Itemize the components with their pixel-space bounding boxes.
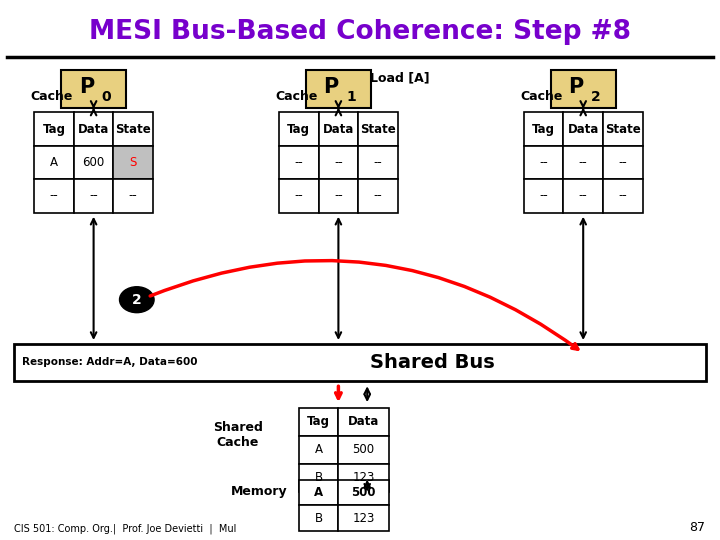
FancyBboxPatch shape — [299, 480, 338, 505]
Text: --: -- — [579, 156, 588, 169]
FancyBboxPatch shape — [279, 179, 318, 213]
Text: --: -- — [129, 190, 138, 202]
Text: 500: 500 — [353, 443, 374, 456]
FancyBboxPatch shape — [338, 480, 389, 505]
FancyBboxPatch shape — [279, 112, 318, 146]
Text: B: B — [315, 512, 323, 525]
FancyBboxPatch shape — [114, 146, 153, 179]
FancyBboxPatch shape — [306, 70, 371, 108]
Text: A: A — [50, 156, 58, 169]
Text: Data: Data — [78, 123, 109, 136]
Text: Shared Bus: Shared Bus — [369, 353, 495, 372]
Text: Load [A]: Load [A] — [370, 72, 429, 85]
Text: Response: Addr=A, Data=600: Response: Addr=A, Data=600 — [22, 357, 197, 367]
FancyBboxPatch shape — [74, 179, 114, 213]
Text: State: State — [115, 123, 151, 136]
Text: Cache: Cache — [30, 90, 73, 103]
Circle shape — [120, 287, 154, 313]
Text: Shared
Cache: Shared Cache — [212, 421, 263, 449]
Text: 600: 600 — [83, 156, 104, 169]
FancyBboxPatch shape — [524, 146, 564, 179]
FancyBboxPatch shape — [299, 408, 338, 436]
FancyBboxPatch shape — [338, 436, 389, 464]
Text: --: -- — [89, 190, 98, 202]
FancyBboxPatch shape — [338, 505, 389, 531]
Text: Cache: Cache — [521, 90, 562, 103]
Text: A: A — [315, 443, 323, 456]
FancyBboxPatch shape — [564, 146, 603, 179]
Text: CIS 501: Comp. Org.|  Prof. Joe Devietti  |  Mul: CIS 501: Comp. Org.| Prof. Joe Devietti … — [14, 523, 237, 534]
FancyBboxPatch shape — [299, 436, 338, 464]
FancyBboxPatch shape — [14, 344, 706, 381]
FancyBboxPatch shape — [35, 146, 74, 179]
Text: State: State — [605, 123, 641, 136]
FancyBboxPatch shape — [299, 505, 338, 531]
FancyBboxPatch shape — [603, 179, 643, 213]
FancyBboxPatch shape — [279, 146, 318, 179]
Text: B: B — [315, 471, 323, 484]
Text: --: -- — [294, 190, 303, 202]
Text: Cache: Cache — [275, 90, 318, 103]
Text: Data: Data — [323, 123, 354, 136]
Text: MESI Bus-Based Coherence: Step #8: MESI Bus-Based Coherence: Step #8 — [89, 19, 631, 45]
FancyBboxPatch shape — [74, 112, 114, 146]
FancyBboxPatch shape — [603, 112, 643, 146]
FancyBboxPatch shape — [114, 112, 153, 146]
FancyBboxPatch shape — [114, 179, 153, 213]
Text: P: P — [78, 77, 94, 98]
Text: --: -- — [539, 156, 548, 169]
FancyBboxPatch shape — [338, 408, 389, 436]
FancyBboxPatch shape — [358, 112, 397, 146]
FancyBboxPatch shape — [318, 179, 358, 213]
FancyBboxPatch shape — [564, 112, 603, 146]
Text: --: -- — [374, 156, 382, 169]
Text: 2: 2 — [591, 90, 601, 104]
FancyBboxPatch shape — [358, 146, 397, 179]
Text: --: -- — [334, 190, 343, 202]
FancyBboxPatch shape — [524, 179, 564, 213]
Text: --: -- — [374, 190, 382, 202]
FancyBboxPatch shape — [358, 179, 397, 213]
Text: Data: Data — [348, 415, 379, 428]
Text: --: -- — [334, 156, 343, 169]
FancyBboxPatch shape — [61, 70, 126, 108]
Text: State: State — [360, 123, 396, 136]
Text: Tag: Tag — [287, 123, 310, 136]
Text: --: -- — [294, 156, 303, 169]
Text: A: A — [314, 486, 323, 499]
FancyBboxPatch shape — [564, 179, 603, 213]
FancyBboxPatch shape — [551, 70, 616, 108]
FancyBboxPatch shape — [318, 112, 358, 146]
FancyBboxPatch shape — [35, 179, 74, 213]
Text: 0: 0 — [102, 90, 112, 104]
Text: 87: 87 — [690, 521, 706, 534]
Text: 500: 500 — [351, 486, 376, 499]
Text: --: -- — [618, 190, 627, 202]
FancyBboxPatch shape — [603, 146, 643, 179]
Text: 123: 123 — [352, 471, 375, 484]
FancyBboxPatch shape — [524, 112, 564, 146]
FancyBboxPatch shape — [74, 146, 114, 179]
Text: P: P — [568, 77, 584, 98]
Text: Memory: Memory — [231, 485, 287, 498]
Text: S: S — [130, 156, 137, 169]
Text: 123: 123 — [352, 512, 375, 525]
Text: --: -- — [539, 190, 548, 202]
FancyBboxPatch shape — [35, 112, 74, 146]
Text: --: -- — [50, 190, 58, 202]
Text: Tag: Tag — [532, 123, 555, 136]
Text: --: -- — [579, 190, 588, 202]
Text: Tag: Tag — [42, 123, 66, 136]
FancyBboxPatch shape — [299, 464, 338, 492]
FancyBboxPatch shape — [338, 464, 389, 492]
Text: Data: Data — [567, 123, 599, 136]
FancyBboxPatch shape — [318, 146, 358, 179]
Text: --: -- — [618, 156, 627, 169]
Text: 1: 1 — [346, 90, 356, 104]
Text: 2: 2 — [132, 293, 142, 307]
Text: P: P — [323, 77, 339, 98]
Text: Tag: Tag — [307, 415, 330, 428]
